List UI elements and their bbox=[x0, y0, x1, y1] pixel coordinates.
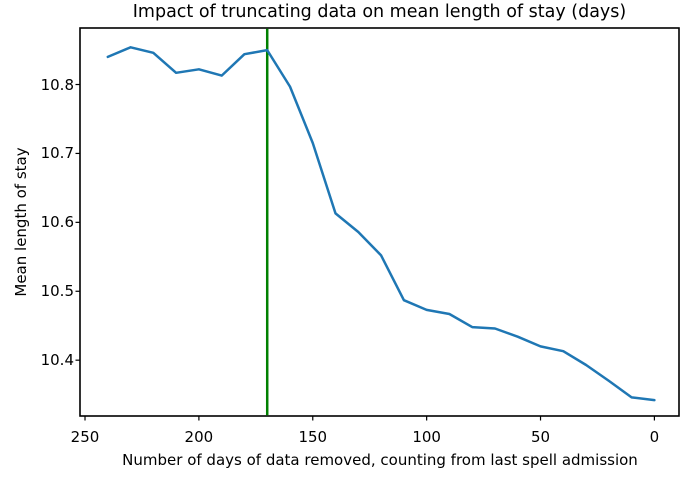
x-tick-label: 0 bbox=[649, 428, 660, 446]
y-tick-label: 10.8 bbox=[40, 75, 74, 94]
x-axis-label: Number of days of data removed, counting… bbox=[122, 451, 638, 469]
mean-los-line bbox=[106, 46, 656, 402]
y-tick-label: 10.7 bbox=[40, 144, 74, 163]
x-tick-label: 100 bbox=[412, 428, 441, 446]
y-tick-label: 10.4 bbox=[40, 351, 74, 370]
y-tick-label: 10.5 bbox=[40, 282, 74, 301]
x-tick-label: 200 bbox=[184, 428, 214, 446]
x-tick-label: 150 bbox=[298, 428, 328, 446]
y-tick-label: 10.6 bbox=[40, 213, 74, 232]
x-tick-label: 50 bbox=[530, 428, 551, 446]
plot-border bbox=[79, 27, 680, 417]
chart-title: Impact of truncating data on mean length… bbox=[132, 2, 627, 22]
x-tick-label: 250 bbox=[70, 428, 100, 446]
